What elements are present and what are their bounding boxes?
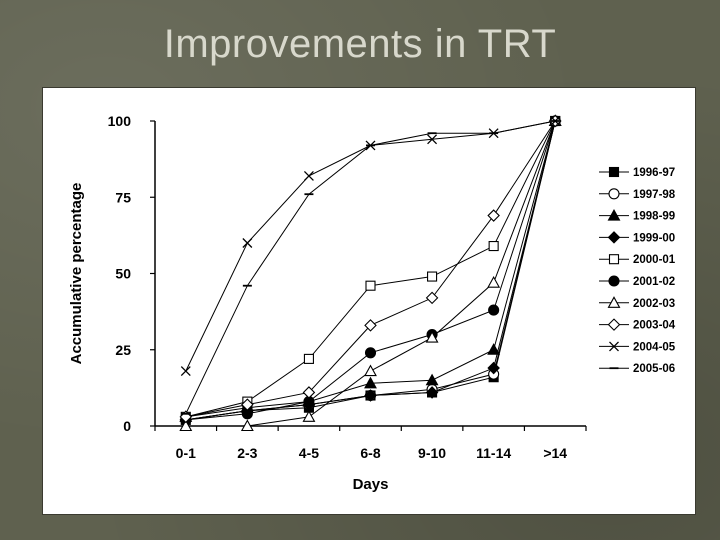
legend-marker [607, 208, 621, 221]
x-tick-label-2-3: 2-3 [237, 445, 257, 461]
data-point-2004-05-0-1 [180, 366, 191, 377]
data-point-2002-03-9-10 [425, 330, 439, 343]
legend-marker [608, 188, 620, 200]
data-point-2003-04-2-3 [241, 398, 254, 411]
x-tick-label-4-5: 4-5 [299, 445, 319, 461]
y-tick-label-75: 75 [115, 189, 131, 205]
data-point-2000-01-4-5 [303, 353, 314, 364]
legend-marker [607, 318, 621, 331]
data-point-1999-00-11-14 [487, 361, 500, 375]
legend-item-1996-97: 1996-97 [599, 166, 675, 179]
legend: 1996-97 1997-98 1998-99 1999-00 2000-01 2001-… [599, 166, 676, 375]
slide-title: Improvements in TRT [163, 22, 557, 66]
data-point-2002-03-0-1 [179, 419, 193, 432]
legend-marker [607, 296, 621, 308]
data-point-1999-00-9-10 [425, 386, 439, 399]
x-tick-label-6-8: 6-8 [360, 445, 380, 461]
legend-marker [608, 275, 620, 287]
legend-label-1998-99: 1998-99 [633, 211, 675, 223]
y-tick-label-0: 0 [123, 418, 131, 434]
legend-label-1997-98: 1997-98 [633, 189, 676, 201]
data-point-2002-03-2-3 [240, 419, 254, 432]
data-point-2000-01-11-14 [488, 241, 499, 252]
data-point-2001-02-6-8 [364, 347, 377, 359]
legend-item-2000-01: 2000-01 [599, 254, 676, 266]
x-tick-label-11-14: 11-14 [476, 445, 511, 461]
legend-label-1999-00: 1999-00 [633, 232, 675, 244]
legend-label-2001-02: 2001-02 [633, 276, 675, 288]
data-point-2004-05-2-3 [242, 238, 253, 248]
data-point-2004-05-9-10 [427, 134, 438, 145]
y-tick-label-50: 50 [115, 266, 131, 282]
legend-label-2000-01: 2000-01 [633, 254, 676, 266]
legend-marker [608, 166, 620, 178]
data-point-1998-99-11-14 [487, 343, 501, 355]
data-point-2000-01-9-10 [427, 271, 438, 282]
legend-item-1997-98: 1997-98 [599, 188, 676, 201]
x-tick-label-14: >14 [543, 445, 567, 461]
x-tick-label-0-1: 0-1 [176, 445, 196, 461]
data-point-2003-04-6-8 [364, 319, 377, 332]
data-point-2003-04-4-5 [302, 386, 316, 399]
y-tick-label-100: 100 [108, 113, 132, 129]
legend-label-2005-06: 2005-06 [633, 363, 675, 375]
legend-item-1999-00: 1999-00 [599, 231, 675, 244]
data-point-2002-03-4-5 [302, 410, 316, 422]
series-markers-2005-06 [181, 120, 560, 415]
chart-panel: 0 25 50 75 100 0-1 2-3 4-5 6-8 9-10 11-14 >14 Days Ac… [42, 87, 696, 515]
legend-label-1996-97: 1996-97 [633, 167, 675, 179]
legend-item-2004-05: 2004-05 [599, 341, 676, 353]
series-2004-05 [185, 120, 556, 372]
data-point-2002-03-6-8 [364, 364, 377, 377]
legend-item-2005-06: 2005-06 [599, 363, 675, 375]
data-point-2001-02-11-14 [488, 304, 500, 316]
legend-marker [608, 254, 620, 265]
data-point-2000-01-6-8 [365, 280, 376, 291]
legend-label-2002-03: 2002-03 [633, 298, 675, 310]
x-tick-label-9-10: 9-10 [418, 445, 446, 461]
legend-item-2001-02: 2001-02 [599, 275, 675, 288]
legend-item-2002-03: 2002-03 [599, 296, 675, 310]
legend-marker [607, 231, 621, 244]
data-point-2003-04-9-10 [425, 291, 439, 305]
series-line-2004-05 [185, 120, 556, 372]
y-tick-label-25: 25 [115, 342, 131, 358]
legend-item-2003-04: 2003-04 [599, 318, 676, 332]
x-axis-label: Days [353, 476, 389, 493]
series-markers-2003-04 [179, 114, 562, 424]
legend-label-2004-05: 2004-05 [633, 341, 676, 353]
legend-item-1998-99: 1998-99 [599, 208, 675, 223]
legend-marker [609, 341, 619, 352]
series-markers-2004-05 [180, 116, 561, 377]
data-point-1998-99-9-10 [425, 373, 439, 386]
chart-svg: 0 25 50 75 100 0-1 2-3 4-5 6-8 9-10 11-14 >14 Days Ac… [68, 113, 676, 493]
y-axis-label: Accumulative percentage [68, 183, 85, 365]
data-point-1999-00-6-8 [364, 389, 377, 402]
data-point-2003-04-11-14 [487, 209, 500, 222]
data-point-1998-99-6-8 [364, 376, 377, 389]
data-point-2004-05-4-5 [303, 170, 314, 181]
data-point-2002-03-11-14 [487, 276, 501, 288]
legend-label-2003-04: 2003-04 [633, 320, 676, 332]
